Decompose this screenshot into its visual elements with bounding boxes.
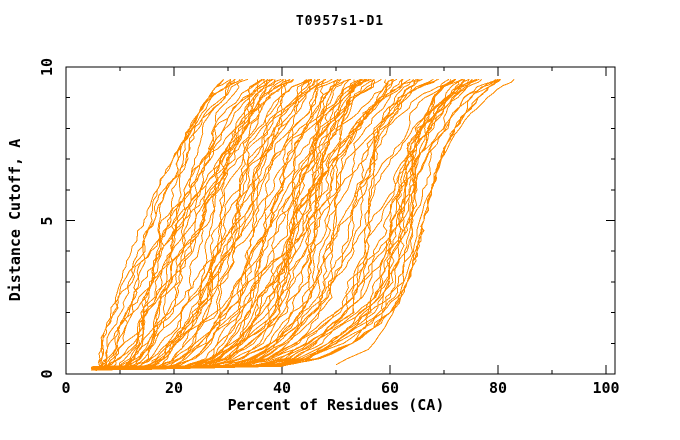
model-curve (103, 78, 394, 368)
model-curve (104, 78, 321, 369)
y-tick-label: 5 (38, 215, 56, 226)
model-curve (91, 79, 242, 369)
model-curve (103, 79, 225, 368)
model-curve (93, 78, 480, 369)
model-curve (92, 78, 313, 370)
model-curve (93, 78, 342, 370)
model-curve (94, 78, 310, 368)
model-curve (95, 78, 367, 371)
model-curve (97, 78, 249, 370)
model-curve (98, 78, 236, 370)
model-curve (100, 79, 232, 369)
model-curve (97, 78, 456, 369)
model-curve (99, 78, 438, 369)
x-tick-label: 20 (164, 379, 184, 397)
model-curve (98, 78, 263, 368)
x-tick-label: 100 (592, 379, 620, 397)
model-curve (92, 79, 466, 369)
model-curve (99, 79, 295, 369)
model-curve (95, 78, 327, 371)
chart-title: T0957s1-D1 (295, 14, 385, 29)
model-curve (94, 78, 232, 368)
model-curve (94, 78, 417, 368)
model-curve (93, 78, 403, 369)
model-curve (97, 78, 372, 368)
x-tick-label: 0 (61, 379, 71, 397)
model-curve (94, 79, 313, 368)
model-curve (92, 78, 478, 371)
model-curve (96, 78, 225, 371)
model-curve (335, 78, 515, 366)
model-curve (92, 79, 361, 369)
model-curve (95, 79, 284, 368)
model-curve (99, 78, 352, 370)
model-curve (104, 78, 285, 369)
model-curve (102, 78, 434, 370)
model-curve (103, 79, 288, 369)
y-tick-label: 10 (38, 57, 56, 77)
model-curve (96, 78, 375, 368)
x-axis-label: Percent of Residues (CA) (227, 396, 445, 414)
model-curve (98, 78, 282, 368)
model-curve (100, 78, 362, 369)
x-tick-label: 40 (272, 379, 292, 397)
model-curve (94, 78, 326, 368)
y-tick-label: 0 (38, 369, 56, 379)
model-curve (90, 79, 311, 370)
model-curve (91, 79, 465, 369)
model-curve (102, 78, 338, 370)
model-curve (91, 78, 382, 368)
model-curve (91, 79, 235, 368)
model-curve (91, 79, 355, 368)
model-curve (98, 78, 294, 369)
model-curve (96, 78, 333, 368)
model-curve (95, 78, 418, 368)
model-curve (94, 78, 411, 371)
model-curve (91, 79, 276, 368)
tick-marks (65, 66, 615, 375)
model-curve (98, 79, 259, 369)
model-curve (102, 78, 423, 368)
x-tick-label: 60 (380, 379, 400, 397)
y-axis-label: Distance Cutoff, A (6, 138, 24, 302)
model-curve (99, 78, 483, 368)
model-curve (98, 79, 291, 370)
model-curve (104, 79, 451, 369)
model-curve (102, 78, 342, 371)
model-curve (100, 78, 339, 368)
model-curve (103, 78, 473, 369)
x-tick-label: 80 (488, 379, 508, 397)
model-curve (99, 78, 351, 368)
model-curve (99, 78, 312, 370)
model-curve (103, 78, 366, 368)
model-curve (94, 78, 414, 368)
model-curve (92, 78, 501, 368)
model-curve (102, 78, 439, 368)
model-curve (101, 78, 264, 369)
model-curve (103, 78, 456, 368)
model-curve (102, 78, 243, 370)
model-curve (95, 78, 368, 368)
model-curve (101, 78, 501, 368)
